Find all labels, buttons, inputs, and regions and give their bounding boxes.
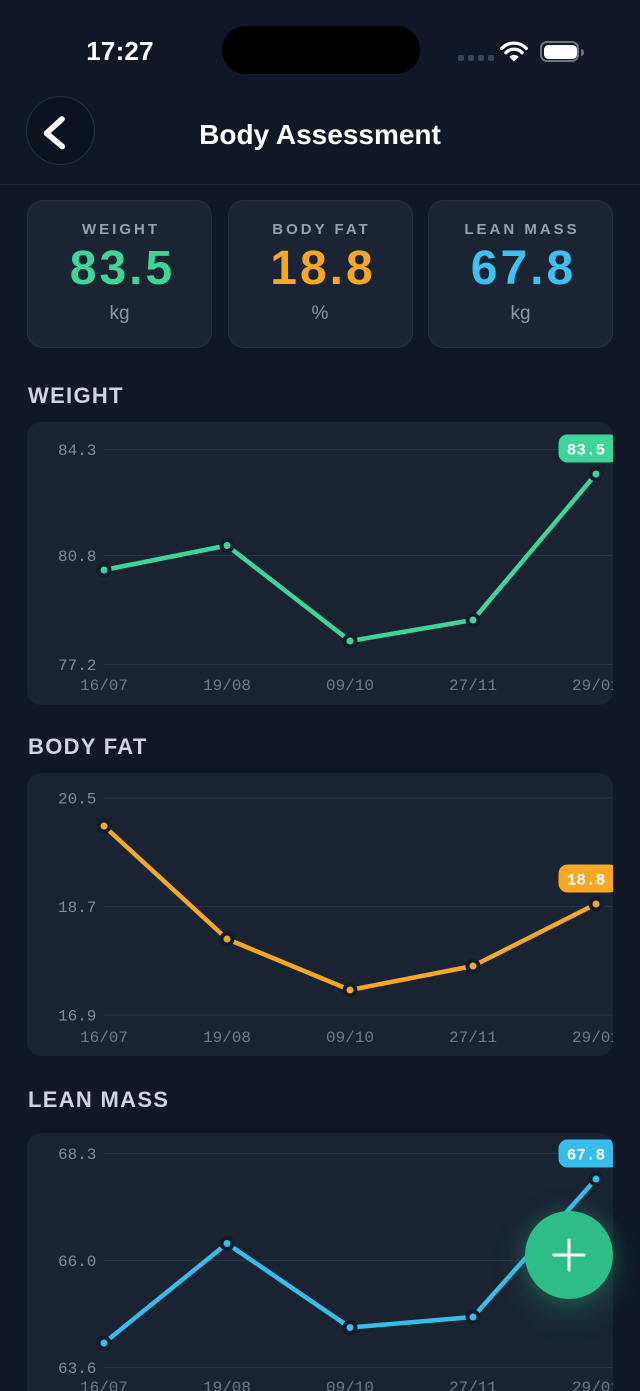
svg-text:16/07: 16/07 [80, 1379, 128, 1391]
svg-text:16/07: 16/07 [80, 1029, 128, 1047]
svg-text:63.6: 63.6 [58, 1360, 96, 1378]
svg-text:20.5: 20.5 [58, 791, 96, 809]
svg-text:16/07: 16/07 [80, 677, 128, 695]
svg-text:66.0: 66.0 [58, 1253, 96, 1271]
svg-text:29/01: 29/01 [572, 1029, 613, 1047]
svg-text:83.5: 83.5 [567, 442, 605, 460]
svg-text:09/10: 09/10 [326, 1379, 374, 1391]
svg-text:18.7: 18.7 [58, 899, 96, 917]
svg-text:18.8: 18.8 [567, 872, 605, 890]
svg-text:68.3: 68.3 [58, 1146, 96, 1164]
svg-text:09/10: 09/10 [326, 1029, 374, 1047]
svg-text:67.8: 67.8 [567, 1147, 605, 1165]
svg-text:27/11: 27/11 [449, 1379, 497, 1391]
svg-text:19/08: 19/08 [203, 1029, 251, 1047]
svg-text:84.3: 84.3 [58, 442, 96, 460]
svg-text:80.8: 80.8 [58, 548, 96, 566]
svg-text:29/01: 29/01 [572, 1379, 613, 1391]
svg-text:77.2: 77.2 [58, 657, 96, 675]
svg-text:09/10: 09/10 [326, 677, 374, 695]
svg-text:27/11: 27/11 [449, 1029, 497, 1047]
svg-text:19/08: 19/08 [203, 677, 251, 695]
svg-text:29/01: 29/01 [572, 677, 613, 695]
svg-text:16.9: 16.9 [58, 1008, 96, 1026]
svg-text:19/08: 19/08 [203, 1379, 251, 1391]
svg-text:27/11: 27/11 [449, 677, 497, 695]
